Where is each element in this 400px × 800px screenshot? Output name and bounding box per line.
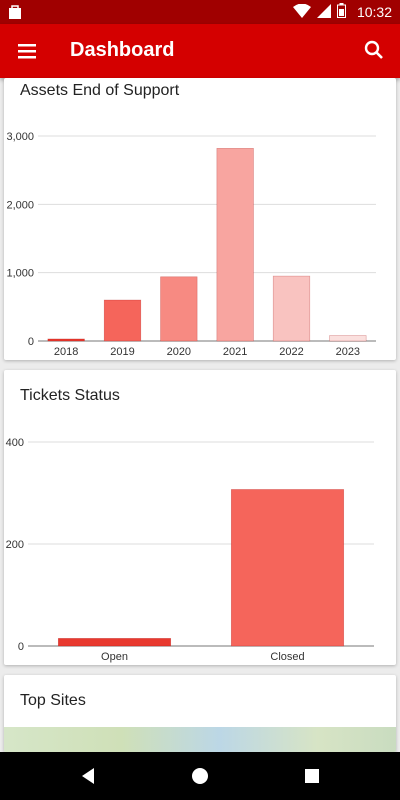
- page-title: Dashboard: [70, 39, 175, 61]
- sites-map[interactable]: [4, 727, 396, 752]
- y-tick-label: 2,000: [6, 199, 34, 211]
- x-tick-label: 2022: [279, 346, 303, 358]
- home-icon[interactable]: [188, 764, 212, 788]
- clock: 10:32: [356, 4, 392, 20]
- bar-open[interactable]: [57, 638, 172, 647]
- x-tick-label: Open: [101, 651, 128, 663]
- signal-icon: [317, 3, 331, 18]
- menu-icon[interactable]: [16, 40, 38, 62]
- system-icons: [293, 3, 346, 18]
- tickets-card-title: Tickets Status: [20, 387, 120, 404]
- y-tick-label: 0: [18, 641, 24, 653]
- bar-2023[interactable]: [329, 335, 367, 342]
- recents-icon[interactable]: [300, 764, 324, 788]
- y-tick-label: 1,000: [6, 268, 34, 280]
- search-icon[interactable]: [362, 38, 386, 62]
- back-icon[interactable]: [76, 764, 100, 788]
- status-bar: 10:32: [0, 0, 400, 24]
- bar-2021[interactable]: [216, 148, 254, 342]
- wifi-icon: [293, 3, 311, 18]
- tickets-chart: 0 200 400 Open Closed: [6, 437, 374, 663]
- tickets-card: Tickets Status 0 200 400 Open Closed: [4, 370, 396, 665]
- x-tick-label: 2018: [54, 346, 78, 358]
- bar-2018[interactable]: [47, 338, 85, 342]
- bar-closed[interactable]: [230, 489, 345, 647]
- x-tick-label: 2021: [223, 346, 247, 358]
- x-tick-label: 2019: [110, 346, 134, 358]
- app-bar: Dashboard: [0, 24, 400, 78]
- y-tick-label: 200: [6, 539, 24, 551]
- bar-2022[interactable]: [272, 275, 311, 342]
- y-tick-label: 400: [6, 437, 24, 449]
- assets-chart: 0 1,000 2,000 3,000 2018 2019 2020 2021 2022 2023: [6, 131, 376, 358]
- x-tick-label: 2020: [167, 346, 191, 358]
- y-tick-label: 3,000: [6, 131, 34, 143]
- shopping-bag-icon: [8, 4, 22, 23]
- assets-card: Assets End of Support 0 1,000 2,000 3,000 20…: [4, 78, 396, 360]
- x-tick-label: 2023: [336, 346, 360, 358]
- sites-card-title: Top Sites: [20, 692, 86, 709]
- battery-icon: [337, 3, 346, 18]
- y-tick-label: 0: [28, 336, 34, 348]
- bar-2020[interactable]: [160, 276, 198, 342]
- x-tick-label: Closed: [270, 651, 304, 663]
- navigation-bar: [0, 752, 400, 800]
- sites-card: Top Sites: [4, 675, 396, 752]
- assets-card-title: Assets End of Support: [20, 82, 180, 99]
- bar-2019[interactable]: [103, 299, 142, 342]
